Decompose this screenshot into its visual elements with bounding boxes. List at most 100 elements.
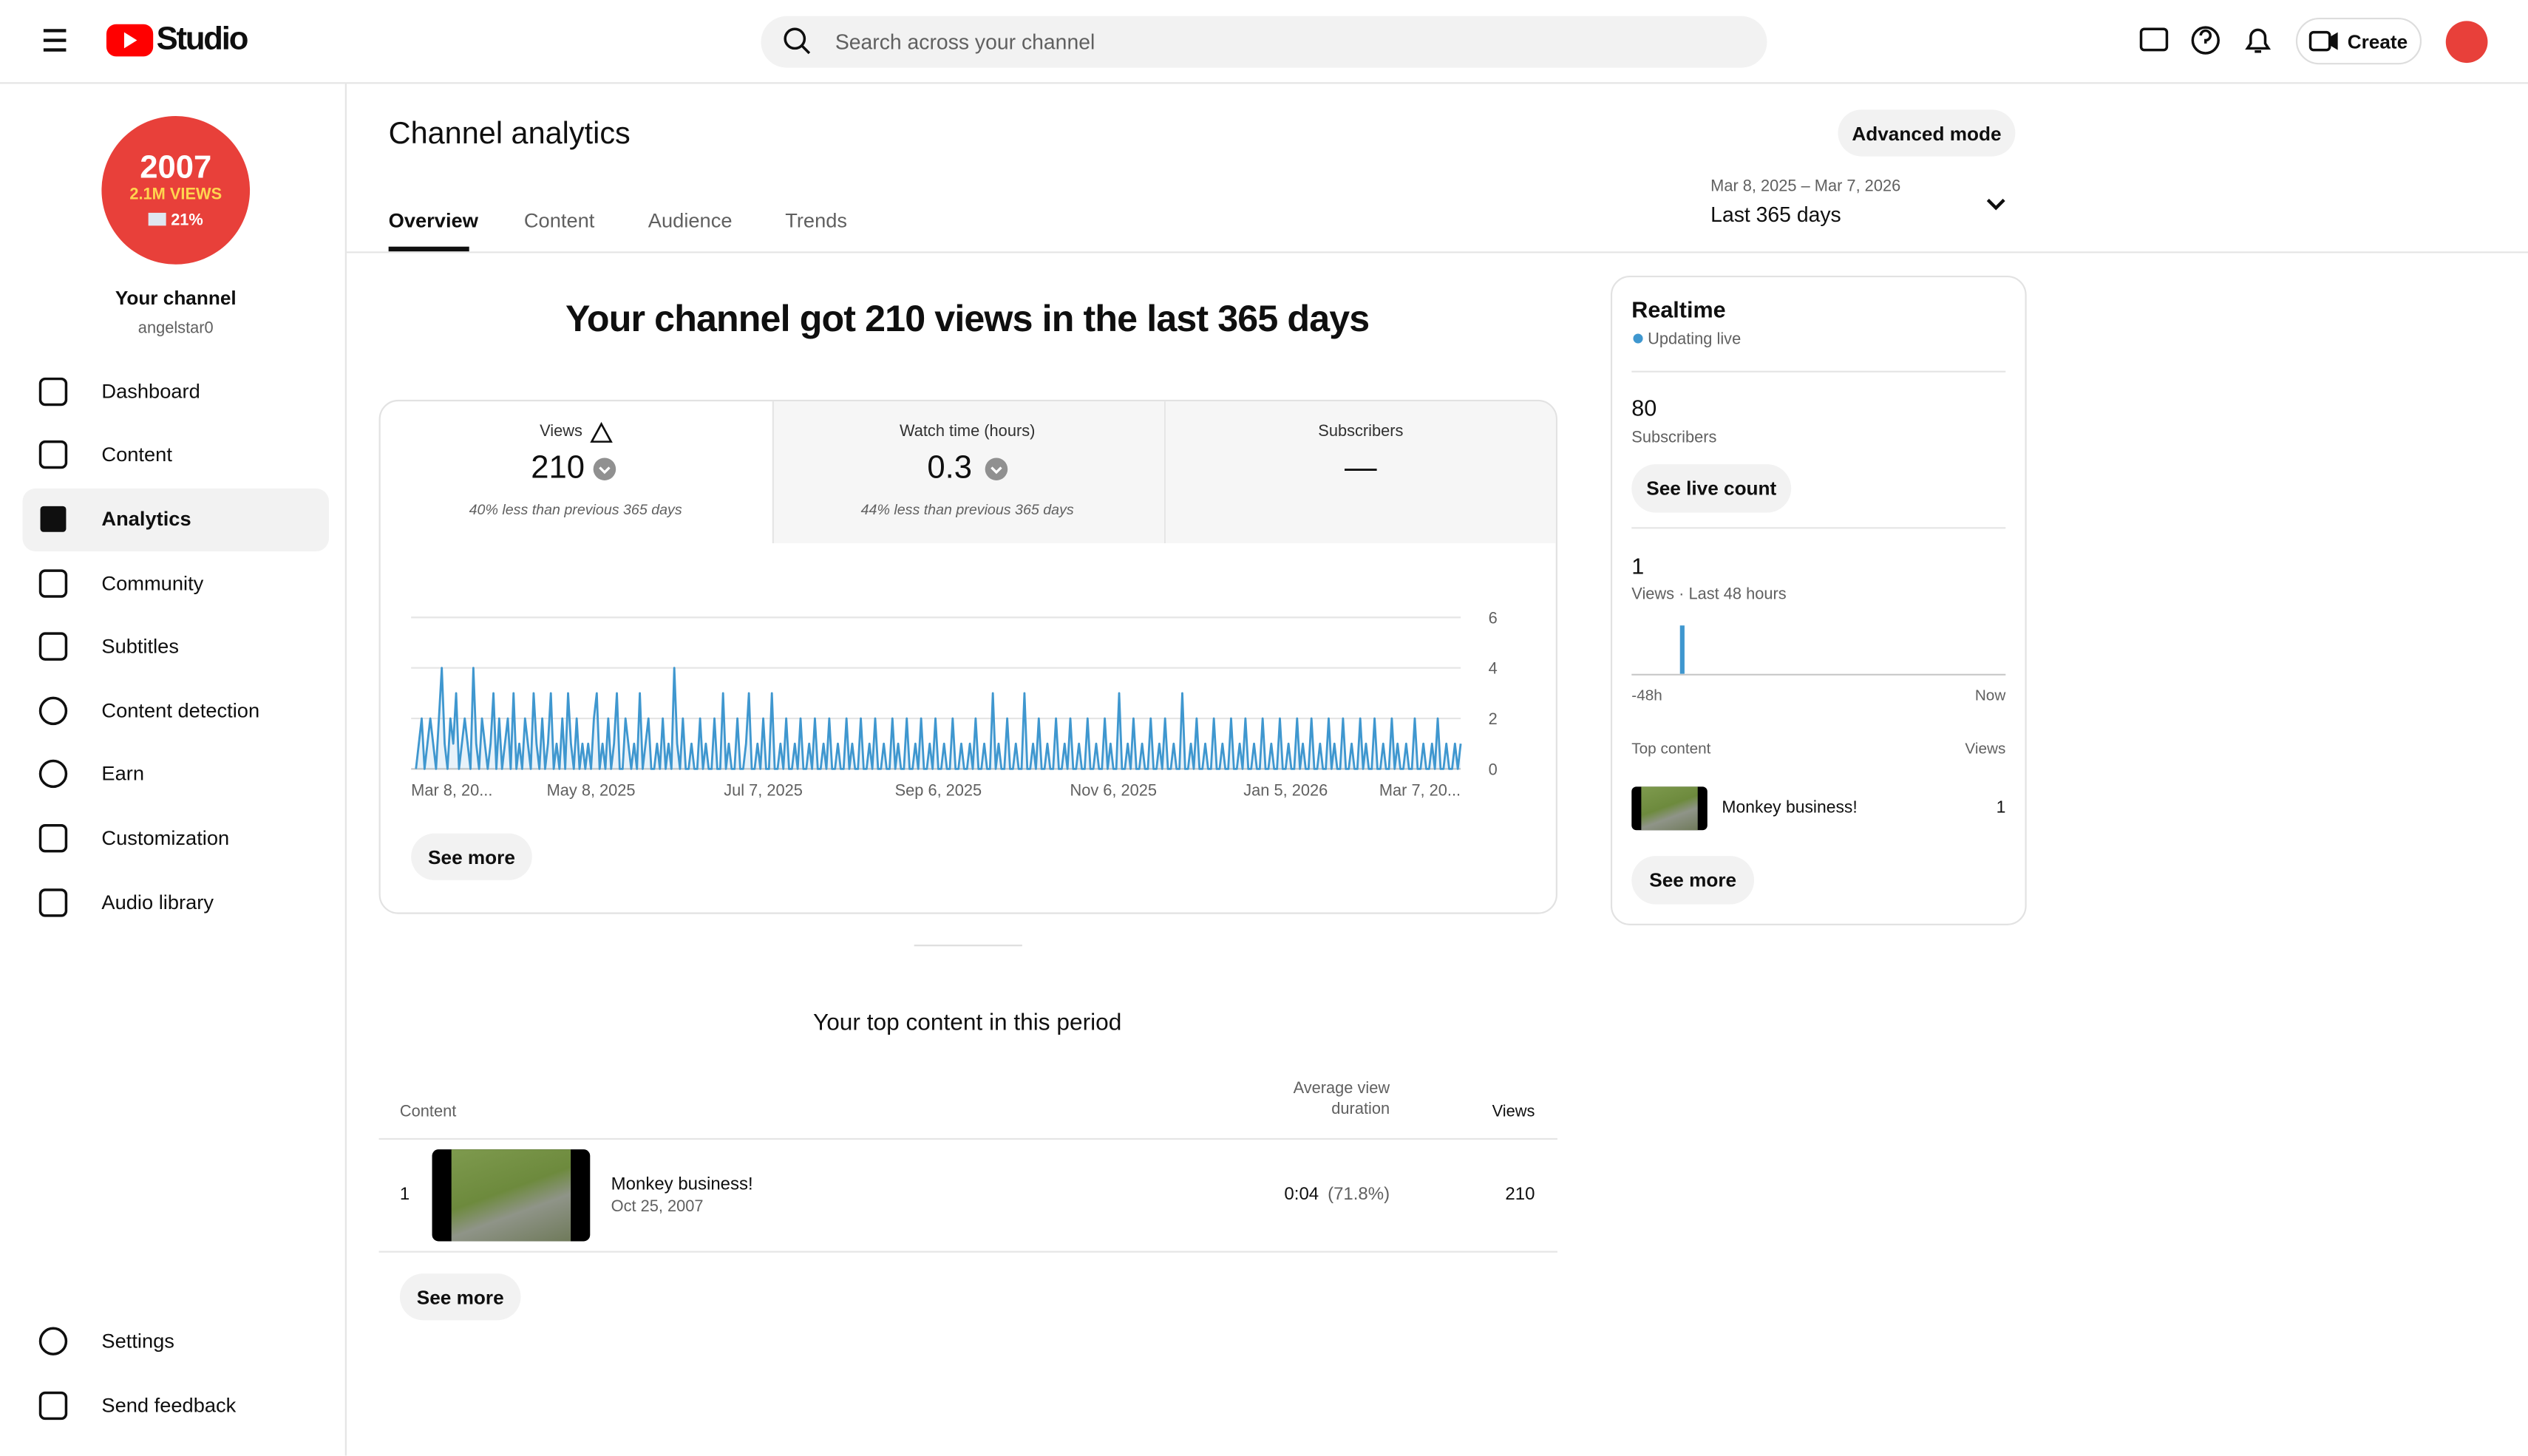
y-tick-label: 0 bbox=[1489, 760, 1498, 778]
feedback-icon bbox=[2139, 27, 2169, 52]
avatar-text: 2.1M VIEWS bbox=[129, 185, 222, 203]
y-tick-label: 2 bbox=[1489, 710, 1498, 728]
tab[interactable]: Overview bbox=[388, 209, 478, 233]
see-live-count[interactable] bbox=[1631, 464, 1792, 513]
metric-label[interactable]: Subscribers bbox=[1318, 423, 1404, 441]
nav-icon bbox=[38, 1391, 68, 1421]
thumbnail-image bbox=[1641, 786, 1698, 831]
tab-underline bbox=[388, 246, 469, 252]
nav-item[interactable]: Analytics bbox=[101, 508, 191, 531]
rank: 1 bbox=[399, 1185, 410, 1205]
tab[interactable]: Audience bbox=[648, 209, 733, 233]
metric-value[interactable]: 210 bbox=[531, 450, 585, 486]
advanced-mode-label[interactable]: Advanced mode bbox=[1852, 121, 2002, 145]
tab[interactable]: Content bbox=[523, 209, 595, 233]
thumbnail-image bbox=[451, 1149, 571, 1242]
live-dot bbox=[1633, 333, 1643, 344]
tab[interactable]: Trends bbox=[785, 209, 848, 233]
nav-icon bbox=[38, 440, 68, 469]
create-icon bbox=[2329, 32, 2338, 50]
range-label: Now bbox=[1974, 687, 2006, 706]
see-more[interactable] bbox=[411, 833, 532, 880]
section-title: Your top content in this period bbox=[813, 1010, 1122, 1037]
search-icon bbox=[784, 27, 806, 50]
table-line bbox=[378, 1251, 1557, 1253]
channel-handle: angelstar0 bbox=[137, 319, 214, 338]
see-more[interactable] bbox=[399, 1273, 521, 1321]
metric-label[interactable]: Watch time (hours) bbox=[899, 423, 1036, 441]
see-more-label[interactable]: See more bbox=[1649, 868, 1737, 892]
metric-tab[interactable] bbox=[772, 401, 1164, 544]
sidebar bbox=[0, 84, 347, 1456]
nav-icon bbox=[38, 632, 68, 661]
y-tick-label: 4 bbox=[1489, 659, 1498, 678]
see-more-label[interactable]: See more bbox=[428, 845, 515, 868]
period[interactable]: Last 365 days bbox=[1710, 202, 1841, 227]
nav-item[interactable]: Customization bbox=[101, 826, 230, 850]
video-date: Oct 25, 2007 bbox=[611, 1198, 704, 1217]
x-tick-label: Mar 7, 20... bbox=[1379, 781, 1461, 800]
date-range[interactable]: Mar 8, 2025 – Mar 7, 2026 bbox=[1710, 178, 1901, 197]
see-more[interactable] bbox=[1631, 856, 1755, 905]
avatar-flag bbox=[148, 212, 166, 226]
nav-item[interactable]: Dashboard bbox=[101, 380, 200, 404]
metric-tab[interactable] bbox=[1163, 401, 1556, 544]
subscriber-count: 80 bbox=[1631, 395, 1657, 421]
metric-value[interactable]: 0.3 bbox=[927, 450, 973, 486]
search-placeholder[interactable]: Search across your channel bbox=[835, 30, 1095, 55]
nav-icon bbox=[38, 1327, 68, 1355]
x-tick-label: May 8, 2025 bbox=[547, 781, 636, 800]
x-tick-label: Sep 6, 2025 bbox=[895, 781, 982, 800]
advanced-mode[interactable] bbox=[1838, 109, 2016, 157]
nav-item[interactable]: Audio library bbox=[101, 891, 214, 914]
divider bbox=[914, 945, 1022, 947]
nav-item[interactable]: Earn bbox=[101, 762, 145, 786]
x-tick-label: Mar 8, 20... bbox=[411, 781, 492, 800]
nav-icon bbox=[38, 823, 68, 853]
realtime-status: Updating live bbox=[1648, 331, 1742, 350]
metric-value[interactable]: — bbox=[1345, 450, 1377, 486]
create-icon bbox=[2308, 30, 2331, 52]
nav-icon bbox=[38, 759, 68, 789]
bar bbox=[1679, 625, 1685, 674]
nav-icon bbox=[38, 569, 68, 598]
line bbox=[415, 667, 1462, 770]
x-tick-label: Jan 5, 2026 bbox=[1243, 781, 1328, 800]
subscriber-label: Subscribers bbox=[1631, 429, 1717, 448]
nav-item[interactable]: Community bbox=[101, 572, 204, 595]
tabs-divider bbox=[346, 251, 2528, 254]
nav-item[interactable]: Subtitles bbox=[101, 635, 180, 658]
logo-text: Studio bbox=[156, 21, 249, 58]
views: 210 bbox=[1505, 1185, 1535, 1205]
nav-item[interactable]: Content bbox=[101, 443, 172, 466]
channel-name: Your channel bbox=[115, 287, 237, 310]
search-icon bbox=[801, 44, 811, 55]
y-tick-label: 6 bbox=[1489, 608, 1498, 627]
search-box[interactable] bbox=[761, 16, 1767, 68]
realtime-card bbox=[1610, 275, 2027, 925]
nav-item[interactable]: Settings bbox=[101, 1330, 174, 1353]
down-icon bbox=[985, 457, 1008, 480]
help-icon bbox=[2199, 29, 2212, 44]
create-button[interactable] bbox=[2295, 17, 2422, 65]
nav-selected[interactable] bbox=[22, 488, 329, 551]
nav-item[interactable]: Send feedback bbox=[101, 1394, 237, 1418]
see-more-label[interactable]: See more bbox=[416, 1285, 504, 1308]
header bbox=[0, 0, 2528, 84]
avatar-text: 2007 bbox=[140, 150, 211, 186]
nav-icon bbox=[38, 696, 68, 726]
nav-item[interactable]: Content detection bbox=[101, 699, 260, 723]
see-live-count-label[interactable]: See live count bbox=[1646, 477, 1777, 500]
views: 1 bbox=[1996, 797, 2006, 817]
metric-label[interactable]: Views bbox=[540, 423, 582, 441]
card-line bbox=[1631, 527, 2006, 529]
logo-play bbox=[123, 32, 137, 49]
chevron bbox=[1986, 198, 2005, 211]
create-label[interactable]: Create bbox=[2347, 30, 2408, 53]
metric-note: 44% less than previous 365 days bbox=[860, 501, 1074, 518]
column-header: Average view duration bbox=[1293, 1080, 1390, 1119]
video-title[interactable]: Monkey business! bbox=[611, 1175, 753, 1195]
video-title[interactable]: Monkey business! bbox=[1722, 797, 1858, 817]
